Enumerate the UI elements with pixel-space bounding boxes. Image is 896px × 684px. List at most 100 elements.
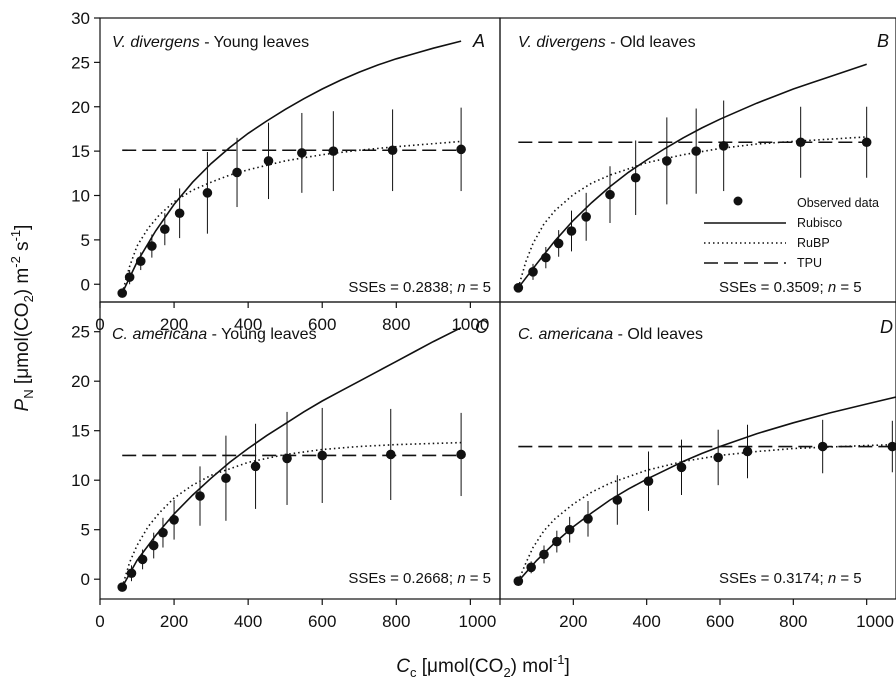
panel-a-observed-point [202, 188, 213, 198]
panel-c-observed-point [117, 582, 128, 592]
panel-c-observed-point [221, 473, 231, 484]
panel-c-leaf: - Young leaves [207, 326, 316, 343]
panel-d-species: C. americana [518, 326, 613, 343]
panel-c-observed-point [148, 540, 159, 551]
legend-rubisco-label: Rubisco [797, 216, 842, 230]
legend-observed-label: Observed data [797, 196, 879, 210]
panel-c-ytick-label: 5 [81, 521, 90, 540]
panel-d-observed-point [643, 476, 654, 486]
panel-b-rubisco-curve [517, 63, 867, 289]
panel-b-sse: SSEs = 0.3509; n = 5 [719, 279, 862, 296]
panel-d-observed-point [552, 536, 562, 547]
panel-c-sse: SSEs = 0.2668; n = 5 [348, 570, 491, 587]
legend-rubp-label: RuBP [797, 236, 830, 250]
panel-c-observed-point [195, 491, 205, 501]
panel-a-observed-point [160, 224, 170, 235]
panel-d-observed-point [887, 441, 896, 452]
panel-c-observed-point [250, 461, 261, 472]
y-axis-title-main: P [12, 398, 33, 411]
panel-d-rubp-curve [517, 443, 896, 582]
panel-a-observed-point [456, 144, 466, 155]
panel-b-observed-point [513, 283, 524, 293]
panel-d-observed-point [676, 462, 687, 473]
panel-b-n-value: = 5 [836, 279, 861, 296]
panel-frame-a [99, 17, 501, 303]
panel-a-xtick-label: 0 [95, 315, 104, 334]
panel-c-ytick-label: 20 [71, 372, 90, 391]
x-axis-title-sup: -1 [553, 652, 565, 667]
panel-b-observed-point [630, 172, 641, 183]
panel-a-rubp-curve [121, 140, 462, 294]
y-axis-title-b: ) m [12, 268, 33, 295]
panel-a-observed-point [174, 208, 185, 219]
panel-a-observed-point [135, 256, 146, 266]
panel-a-observed-point [124, 272, 135, 282]
panel-b-observed-point [718, 141, 729, 151]
legend-tpu-label: TPU [797, 256, 822, 270]
x-axis-title-c: ] [564, 656, 569, 677]
panel-c-ytick-label: 10 [71, 471, 90, 490]
panel-d-sse-label: SSEs = 0.3174; [719, 570, 828, 587]
panel-c-sse-label: SSEs = 0.2668; [348, 570, 457, 587]
panel-a-observed-point [117, 288, 128, 298]
x-axis-title-main: C [396, 656, 410, 677]
panel-a-ytick-label: 0 [81, 275, 90, 294]
panel-a-ytick-label: 20 [71, 98, 90, 117]
panel-a-xtick-label: 400 [234, 315, 262, 334]
panel-b-observed-point [566, 226, 577, 236]
panel-d-rubisco-curve [517, 396, 896, 582]
panel-a-n-label: n [457, 279, 465, 296]
panel-a-observed-point [147, 241, 157, 251]
panel-b-observed-point [528, 267, 538, 277]
panel-c-observed-point [385, 449, 396, 460]
panel-frame-b [499, 17, 896, 303]
panel-c-observed-point [169, 515, 179, 525]
panel-d-leaf: - Old leaves [613, 326, 703, 343]
x-axis-title: Cc [μmol(CO2) mol-1] [396, 652, 570, 680]
panel-a-sse: SSEs = 0.2838; n = 5 [348, 279, 491, 296]
panel-d-xtick-label: 800 [779, 612, 807, 631]
x-axis-title-a: [μmol(CO [416, 656, 503, 677]
y-axis-title-d: ] [12, 225, 33, 230]
x-axis-title-b: ) mol [511, 656, 553, 677]
panel-c-observed-point [282, 453, 292, 464]
panel-a-ytick-label: 15 [71, 142, 90, 161]
panel-b-sse-label: SSEs = 0.3509; [719, 279, 828, 296]
panel-c-species: C. americana [112, 326, 207, 343]
panel-a-observed-point [297, 148, 307, 158]
panel-d-xtick-label: 600 [706, 612, 734, 631]
x-axis-title-sub: c [410, 665, 417, 680]
panel-a-xtick-label: 1000 [451, 315, 489, 334]
panel-a-ytick-label: 25 [71, 53, 90, 72]
panel-d-observed-point [742, 446, 753, 457]
panel-a-n-value: = 5 [466, 279, 491, 296]
panel-d-sse: SSEs = 0.3174; n = 5 [719, 570, 862, 587]
panel-c-ytick-label: 15 [71, 422, 90, 441]
panel-b-observed-point [553, 238, 564, 249]
panel-c-n-label: n [457, 570, 465, 587]
panel-d-observed-point [564, 524, 575, 535]
panel-c-xtick-label: 0 [95, 612, 104, 631]
panel-a-xtick-label: 600 [308, 315, 336, 334]
panel-c-n-value: = 5 [466, 570, 491, 587]
panel-a-observed-point [328, 146, 339, 156]
panel-c-xtick-label: 600 [308, 612, 336, 631]
y-axis-title-sup2: -1 [8, 230, 23, 242]
panel-a-rubisco-curve [121, 40, 462, 294]
panel-d-xtick-label: 200 [559, 612, 587, 631]
panel-d-observed-point [513, 576, 524, 586]
panel-b-title: V. divergens - Old leaves [518, 34, 696, 51]
panel-a-title: V. divergens - Young leaves [112, 34, 309, 51]
y-axis-title-sub: N [21, 389, 36, 398]
y-axis-title-a: [μmol(CO [12, 302, 33, 389]
panel-d-observed-point [526, 562, 536, 573]
legend: Observed data Rubisco RuBP TPU [704, 196, 879, 270]
panel-b-observed-point [861, 137, 872, 148]
panel-a-species: V. divergens [112, 34, 200, 51]
panel-c-xtick-label: 400 [234, 612, 262, 631]
y-axis-title-c: s [12, 241, 33, 256]
panel-a-observed-point [232, 167, 242, 178]
panel-c-title: C. americana - Young leaves [112, 326, 317, 343]
panel-c-rubp-curve [121, 441, 462, 588]
panel-d-letter: D [880, 317, 893, 337]
